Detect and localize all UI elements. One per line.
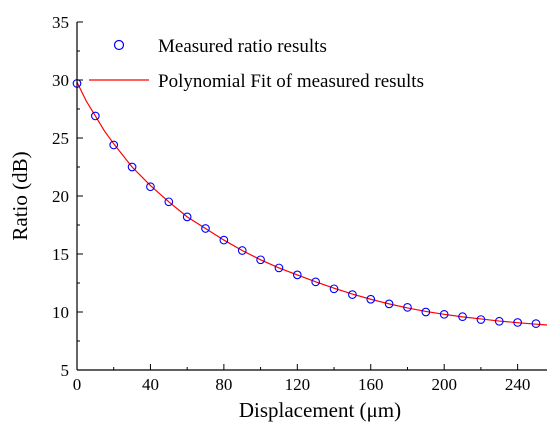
data-point <box>127 162 137 172</box>
data-point <box>201 224 210 233</box>
data-point <box>476 315 486 324</box>
data-point <box>182 212 192 222</box>
y-tick-label: 15 <box>52 245 69 264</box>
data-point <box>421 307 431 317</box>
data-point <box>256 255 265 265</box>
data-point <box>513 318 522 327</box>
data-point <box>237 246 247 255</box>
y-axis-title: Ratio (dB) <box>8 151 32 240</box>
data-point <box>384 299 394 309</box>
data-point <box>274 263 284 273</box>
x-axis-title: Displacement (μm) <box>239 398 401 422</box>
x-tick-label: 0 <box>73 375 82 394</box>
legend-label-fit: Polynomial Fit of measured results <box>158 71 424 92</box>
axes: 5 10 15 20 25 30 35 0 40 80 120 160 200 240 Displaceme… <box>8 13 547 422</box>
y-tick-label: 35 <box>52 13 69 32</box>
data-point <box>219 235 229 245</box>
data-point <box>403 303 412 312</box>
y-tick-label: 25 <box>52 129 69 148</box>
x-tick-label: 200 <box>431 375 457 394</box>
plot-area <box>72 79 547 328</box>
data-point <box>311 277 321 287</box>
data-point <box>439 309 449 319</box>
data-point <box>109 140 119 150</box>
legend-marker-measured <box>113 39 125 51</box>
y-tick-label: 20 <box>52 187 69 206</box>
x-tick-label: 80 <box>215 375 232 394</box>
x-tick-label: 120 <box>285 375 311 394</box>
data-point <box>91 111 100 121</box>
legend: Measured ratio results Polynomial Fit of … <box>89 36 424 92</box>
y-tick-label: 30 <box>52 71 69 90</box>
data-point <box>366 294 376 304</box>
x-tick-label: 40 <box>142 375 159 394</box>
x-tick-label: 240 <box>505 375 531 394</box>
legend-label-measured: Measured ratio results <box>158 36 327 57</box>
x-tick-label: 160 <box>358 375 384 394</box>
data-point <box>458 312 467 321</box>
data-point <box>164 197 174 207</box>
fit-line <box>77 82 547 326</box>
y-tick-label: 5 <box>61 361 70 380</box>
data-point <box>348 290 357 299</box>
data-point <box>146 182 155 192</box>
data-point <box>494 316 504 326</box>
y-tick-label: 10 <box>52 303 69 322</box>
data-point <box>329 284 339 294</box>
data-point <box>531 319 541 328</box>
data-point <box>292 270 302 280</box>
